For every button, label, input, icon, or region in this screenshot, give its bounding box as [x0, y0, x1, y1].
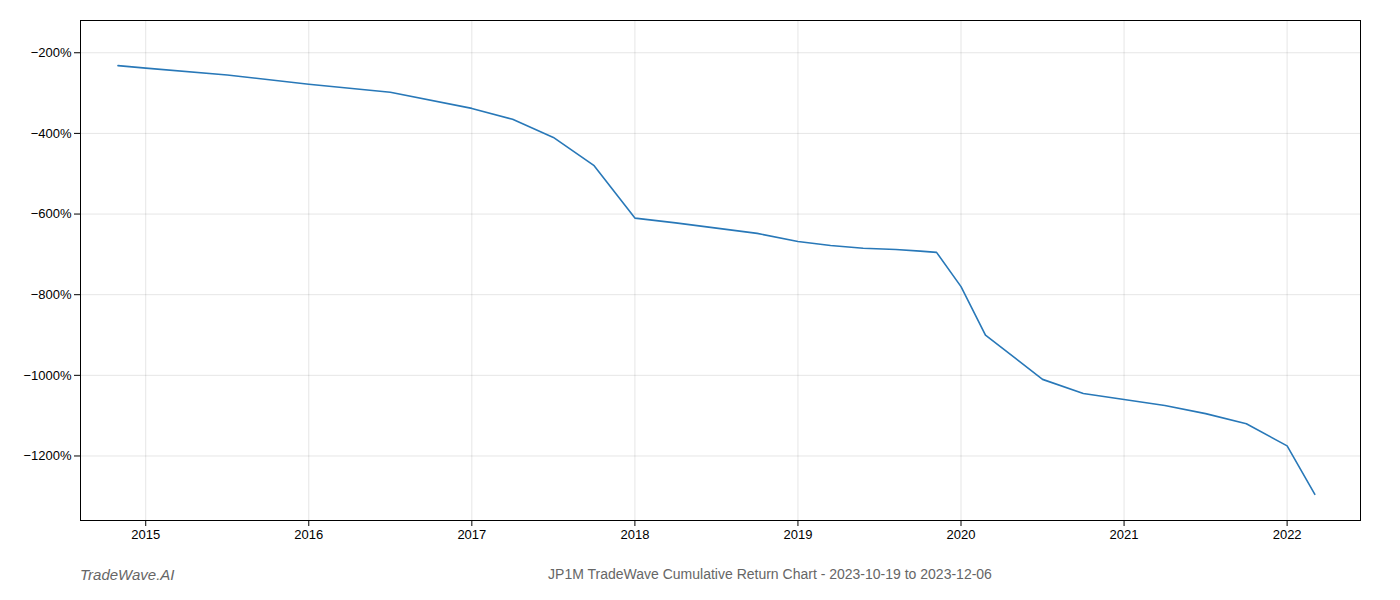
svg-text:2022: 2022 [1273, 527, 1302, 542]
svg-text:2017: 2017 [457, 527, 486, 542]
svg-text:2021: 2021 [1110, 527, 1139, 542]
svg-text:2020: 2020 [947, 527, 976, 542]
svg-text:2019: 2019 [783, 527, 812, 542]
svg-text:2016: 2016 [294, 527, 323, 542]
svg-text:−400%: −400% [31, 126, 72, 141]
svg-text:2018: 2018 [620, 527, 649, 542]
html-text:JP1M TradeWave Cumulative Retu: JP1M TradeWave Cumulative Return Chart -… [548, 566, 992, 582]
svg-text:−1200%: −1200% [23, 448, 72, 463]
html-text:TradeWave.AI: TradeWave.AI [80, 566, 175, 583]
svg-text:−200%: −200% [31, 45, 72, 60]
svg-text:−600%: −600% [31, 206, 72, 221]
svg-text:−1000%: −1000% [23, 367, 72, 382]
svg-text:−800%: −800% [31, 287, 72, 302]
svg-text:2015: 2015 [131, 527, 160, 542]
